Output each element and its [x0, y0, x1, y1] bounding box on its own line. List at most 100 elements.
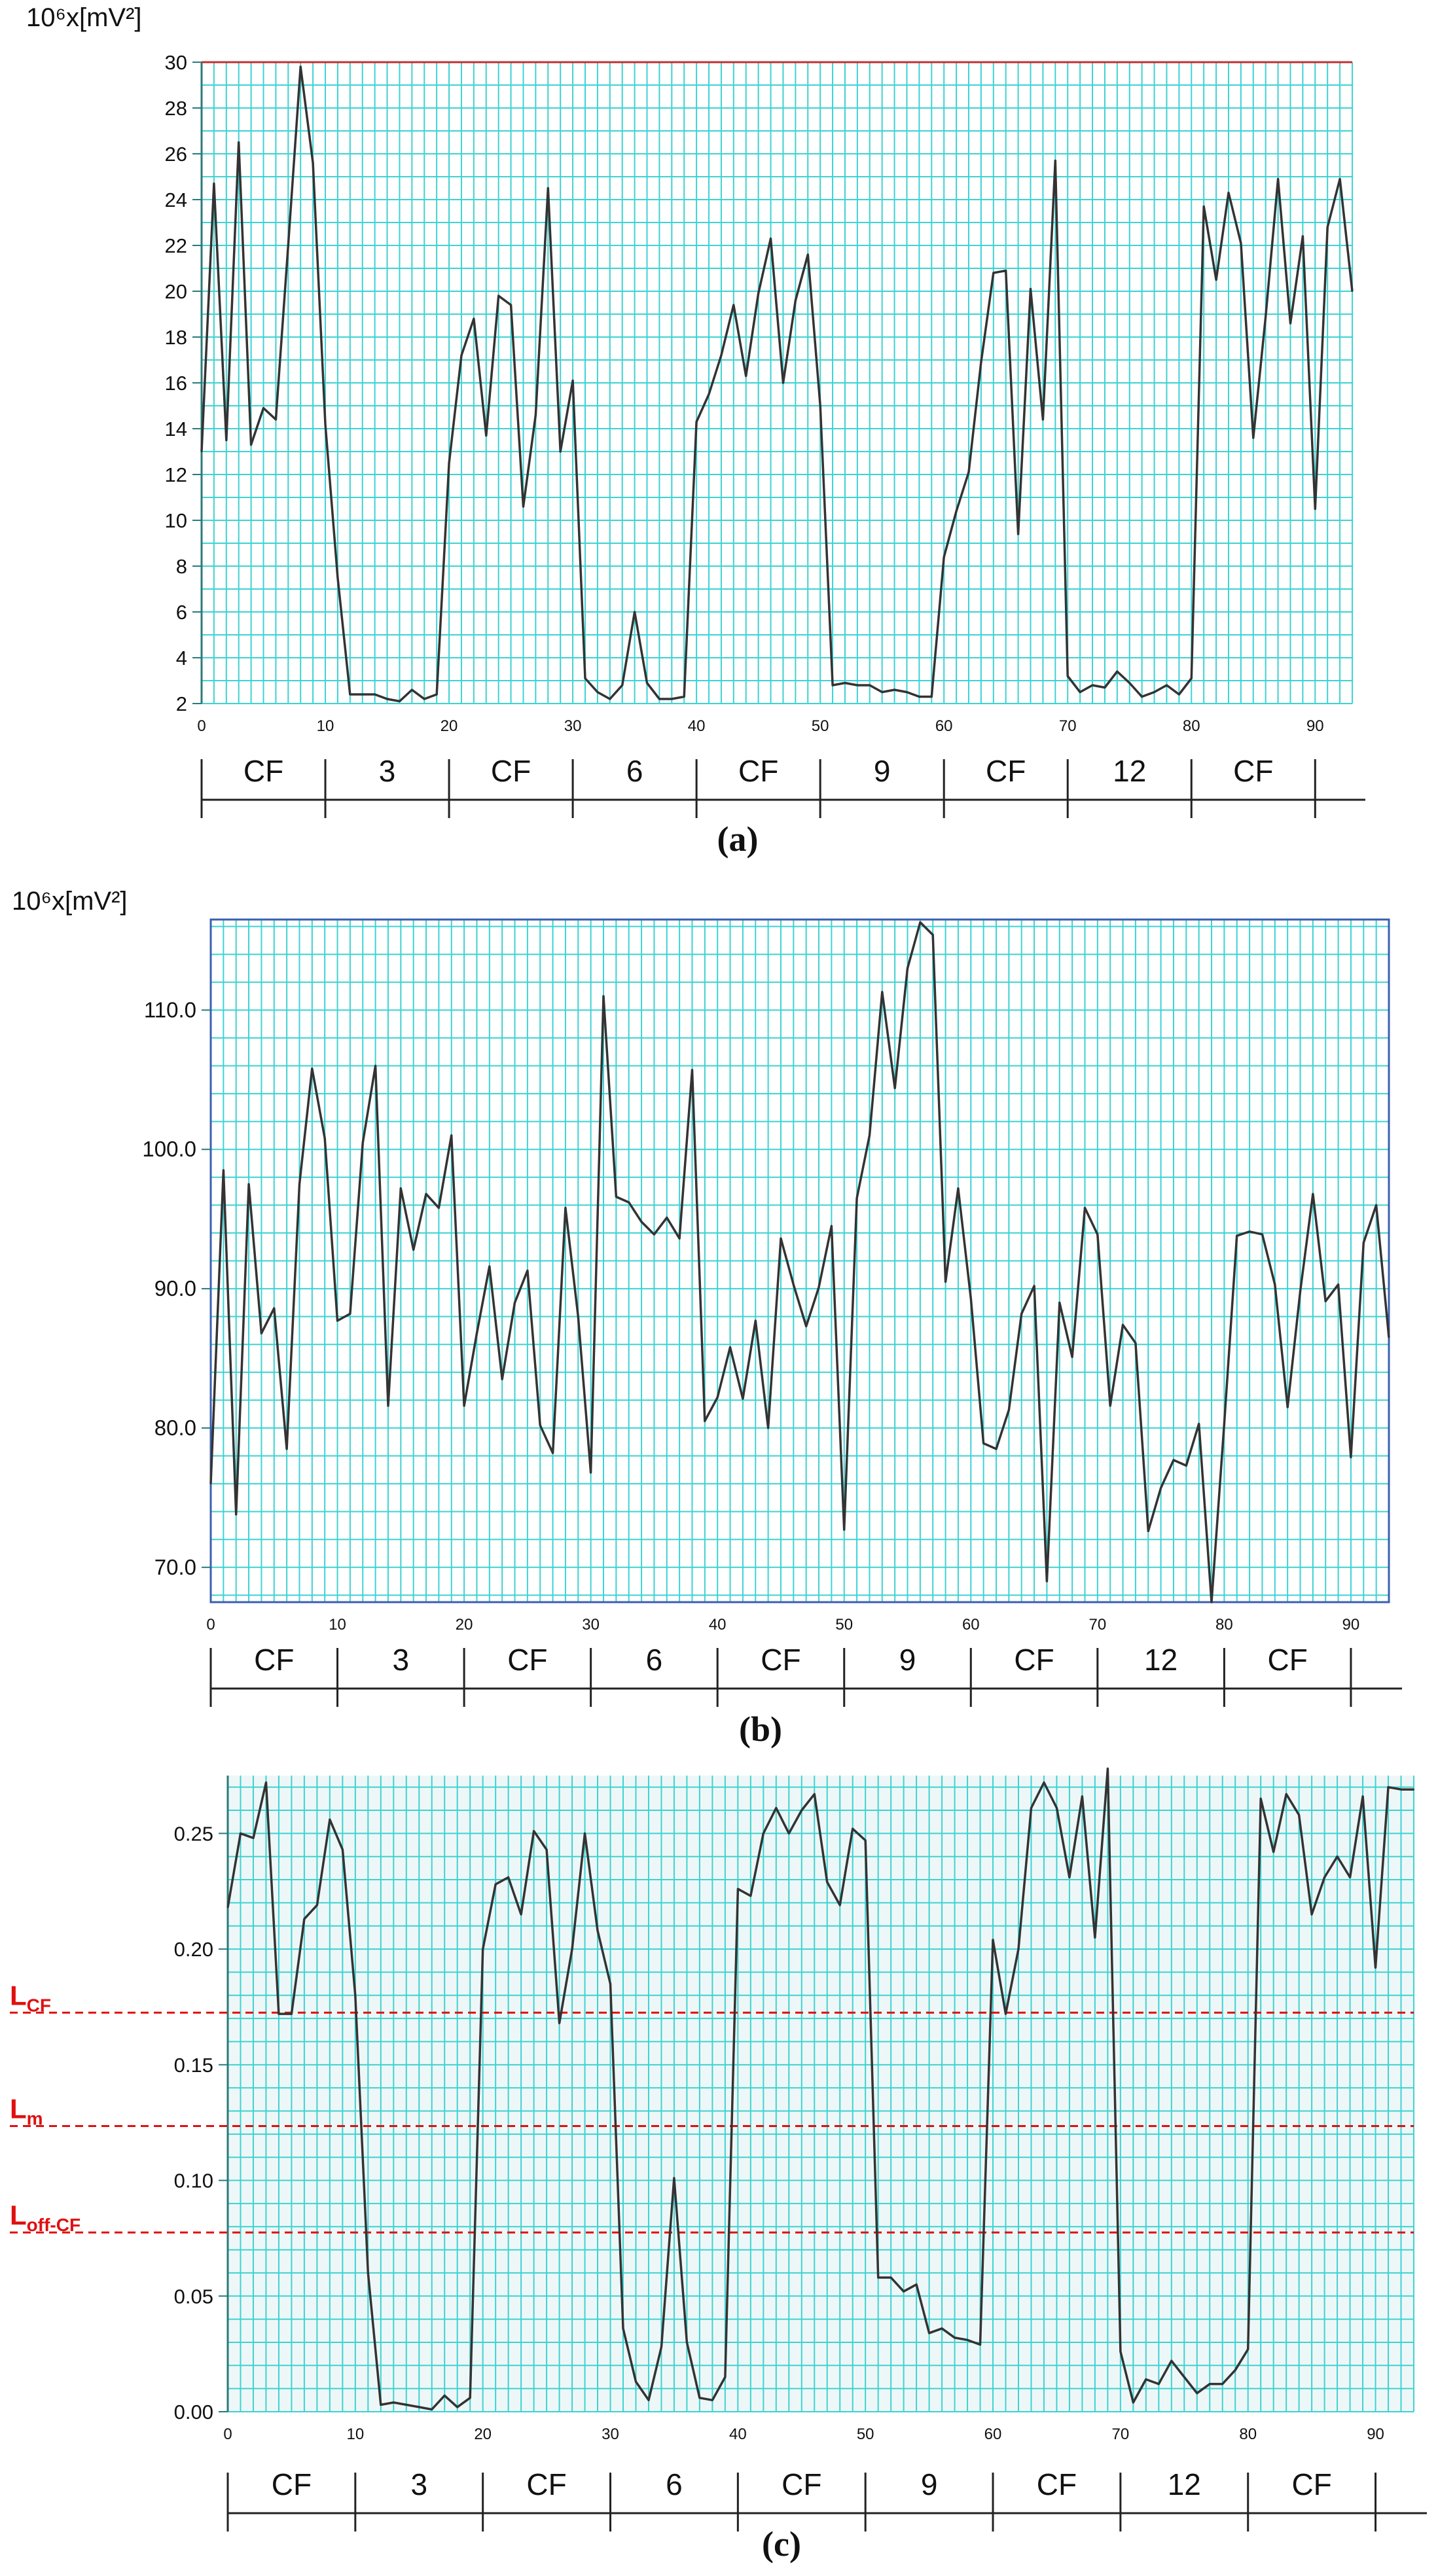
threshold-subscript: off-CF [27, 2215, 81, 2235]
data-point [800, 1809, 802, 1812]
y-tick-label: 14 [165, 418, 187, 440]
data-point [1350, 1456, 1352, 1458]
data-point [1134, 1342, 1137, 1344]
data-point [1265, 315, 1267, 317]
data-point [720, 354, 723, 357]
data-point [1302, 235, 1304, 238]
data-point [411, 689, 413, 691]
data-point [425, 1193, 427, 1195]
data-point [456, 2406, 458, 2408]
data-point [1387, 1786, 1390, 1788]
segment-label: CF [738, 754, 778, 788]
x-tick-label: 70 [1088, 1616, 1106, 1634]
data-point [1109, 1404, 1111, 1407]
data-point [285, 1448, 288, 1450]
data-point [1178, 693, 1180, 696]
x-tick-label: 70 [1112, 2425, 1130, 2443]
data-point [1017, 1948, 1020, 1950]
data-point [412, 1249, 414, 1251]
data-point [788, 1833, 790, 1834]
data-point [770, 238, 772, 240]
data-point [881, 691, 883, 693]
y-axis-label: 10⁶x[mV²] [26, 3, 142, 32]
y-tick-label: 10 [165, 509, 187, 532]
data-point [992, 1939, 994, 1941]
data-point [1056, 1807, 1058, 1809]
data-point [303, 1918, 306, 1920]
data-point [957, 1187, 960, 1190]
data-point [724, 2376, 727, 2378]
y-tick-label: 80.0 [154, 1416, 196, 1440]
data-point [431, 2408, 433, 2410]
data-point [1202, 206, 1205, 207]
data-point [514, 1302, 516, 1304]
data-point [1166, 684, 1168, 687]
data-point [1299, 1291, 1301, 1293]
data-point [814, 1793, 816, 1795]
panel-label: (a) [717, 819, 759, 859]
segment-label: 6 [666, 2467, 683, 2501]
data-point [571, 380, 574, 382]
panel-label: (c) [762, 2524, 801, 2564]
data-point [460, 354, 463, 357]
data-point [826, 1881, 828, 1883]
data-point [1339, 178, 1341, 180]
data-point [1046, 1580, 1048, 1583]
segment-label: 9 [874, 754, 891, 788]
data-point [757, 293, 759, 295]
data-point [522, 505, 524, 508]
x-tick-label: 20 [456, 1616, 473, 1634]
data-point [1185, 1465, 1187, 1467]
x-tick-label: 50 [812, 717, 829, 735]
data-point [1058, 1302, 1060, 1304]
threshold-label: Loff-CF [10, 2200, 81, 2235]
data-point [298, 1183, 300, 1185]
data-point [545, 1848, 548, 1851]
data-point [646, 682, 648, 684]
segment-label: CF [761, 1643, 800, 1677]
y-tick-label: 18 [165, 326, 187, 349]
data-point [485, 435, 487, 437]
y-ticks: 0.00 0.05 0.10 0.15 0.20 0.25 [174, 1822, 228, 2424]
data-point [1005, 2012, 1007, 2015]
data-point [1094, 1937, 1096, 1939]
data-point [793, 1283, 795, 1285]
data-point [1310, 1913, 1313, 1916]
data-point [262, 407, 264, 409]
segment-label: 9 [921, 2467, 938, 2501]
data-point [336, 1319, 338, 1322]
x-tick-label: 80 [1215, 1616, 1233, 1634]
data-point [1068, 1876, 1071, 1878]
data-point [1158, 2383, 1160, 2385]
data-point [609, 698, 611, 700]
data-point [711, 2399, 713, 2401]
x-tick-label: 20 [440, 717, 458, 735]
data-point [1361, 1795, 1364, 1798]
data-point [287, 244, 289, 247]
y-tick-label: 0.10 [174, 2170, 213, 2192]
x-tick-label: 60 [984, 2425, 1002, 2443]
data-point [749, 1895, 752, 1897]
data-point [312, 162, 314, 164]
data-point [559, 450, 562, 453]
data-point [979, 2344, 981, 2346]
data-point [1223, 1423, 1225, 1425]
x-tick-label: 40 [688, 717, 706, 735]
data-point [995, 1448, 998, 1450]
data-point [839, 1904, 841, 1906]
data-point [615, 1196, 617, 1198]
x-tick-label: 40 [709, 1616, 727, 1634]
segment-label: 3 [379, 754, 396, 788]
y-tick-label: 100.0 [142, 1137, 196, 1161]
data-point [805, 1325, 807, 1327]
data-point [1191, 677, 1193, 679]
data-point [1160, 1487, 1162, 1489]
data-point [918, 696, 920, 698]
data-point [336, 577, 339, 579]
data-point [844, 682, 846, 684]
data-point [658, 698, 660, 700]
data-point [1122, 1324, 1124, 1326]
data-point [450, 1134, 452, 1137]
data-point [1067, 675, 1069, 677]
panel-label: (b) [739, 1709, 782, 1749]
